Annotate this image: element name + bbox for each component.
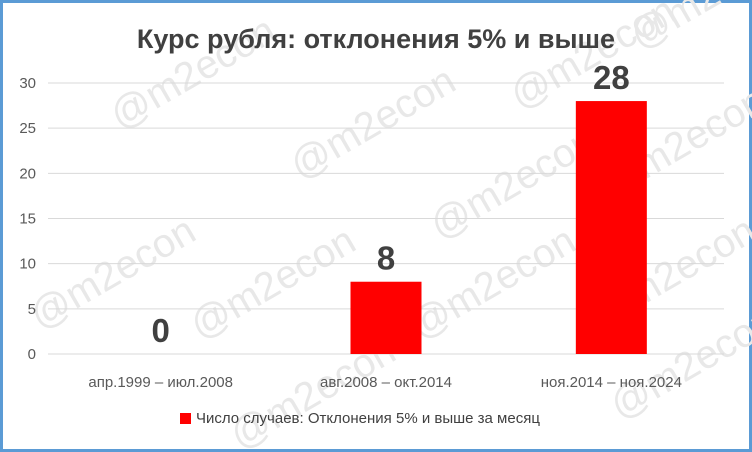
legend-swatch (180, 413, 191, 424)
bar (350, 281, 422, 354)
y-tick-label: 20 (19, 165, 36, 182)
watermark-text: @m2econ (623, 0, 752, 58)
legend-label: Число случаев: Отклонения 5% и выше за м… (196, 410, 540, 427)
y-tick-label: 5 (28, 301, 36, 318)
x-tick-label: ноя.2014 – ноя.2024 (541, 374, 682, 391)
y-tick-label: 30 (19, 75, 36, 92)
y-tick-label: 25 (19, 120, 36, 137)
y-tick-label: 10 (19, 256, 36, 273)
chart-title: Курс рубля: отклонения 5% и выше (137, 24, 615, 54)
y-axis-ticks: 0 5 10 15 20 25 30 (19, 75, 36, 363)
data-label: 8 (377, 240, 395, 277)
y-tick-label: 0 (28, 346, 36, 363)
data-label: 0 (151, 312, 169, 349)
watermark-text: @m2econ (23, 208, 203, 338)
watermark-text: @m2econ (403, 218, 583, 348)
data-labels: 0 8 28 (151, 59, 629, 349)
watermark-text: @m2econ (183, 218, 363, 348)
legend: Число случаев: Отклонения 5% и выше за м… (180, 410, 540, 427)
bar (575, 101, 647, 354)
watermark-text: @m2econ (283, 58, 463, 188)
y-tick-label: 15 (19, 211, 36, 228)
x-axis-ticks: апр.1999 – июл.2008 авг.2008 – окт.2014 но… (88, 374, 682, 391)
data-label: 28 (593, 59, 630, 96)
x-tick-label: авг.2008 – окт.2014 (320, 374, 452, 391)
bars (350, 101, 647, 354)
x-tick-label: апр.1999 – июл.2008 (88, 374, 233, 391)
